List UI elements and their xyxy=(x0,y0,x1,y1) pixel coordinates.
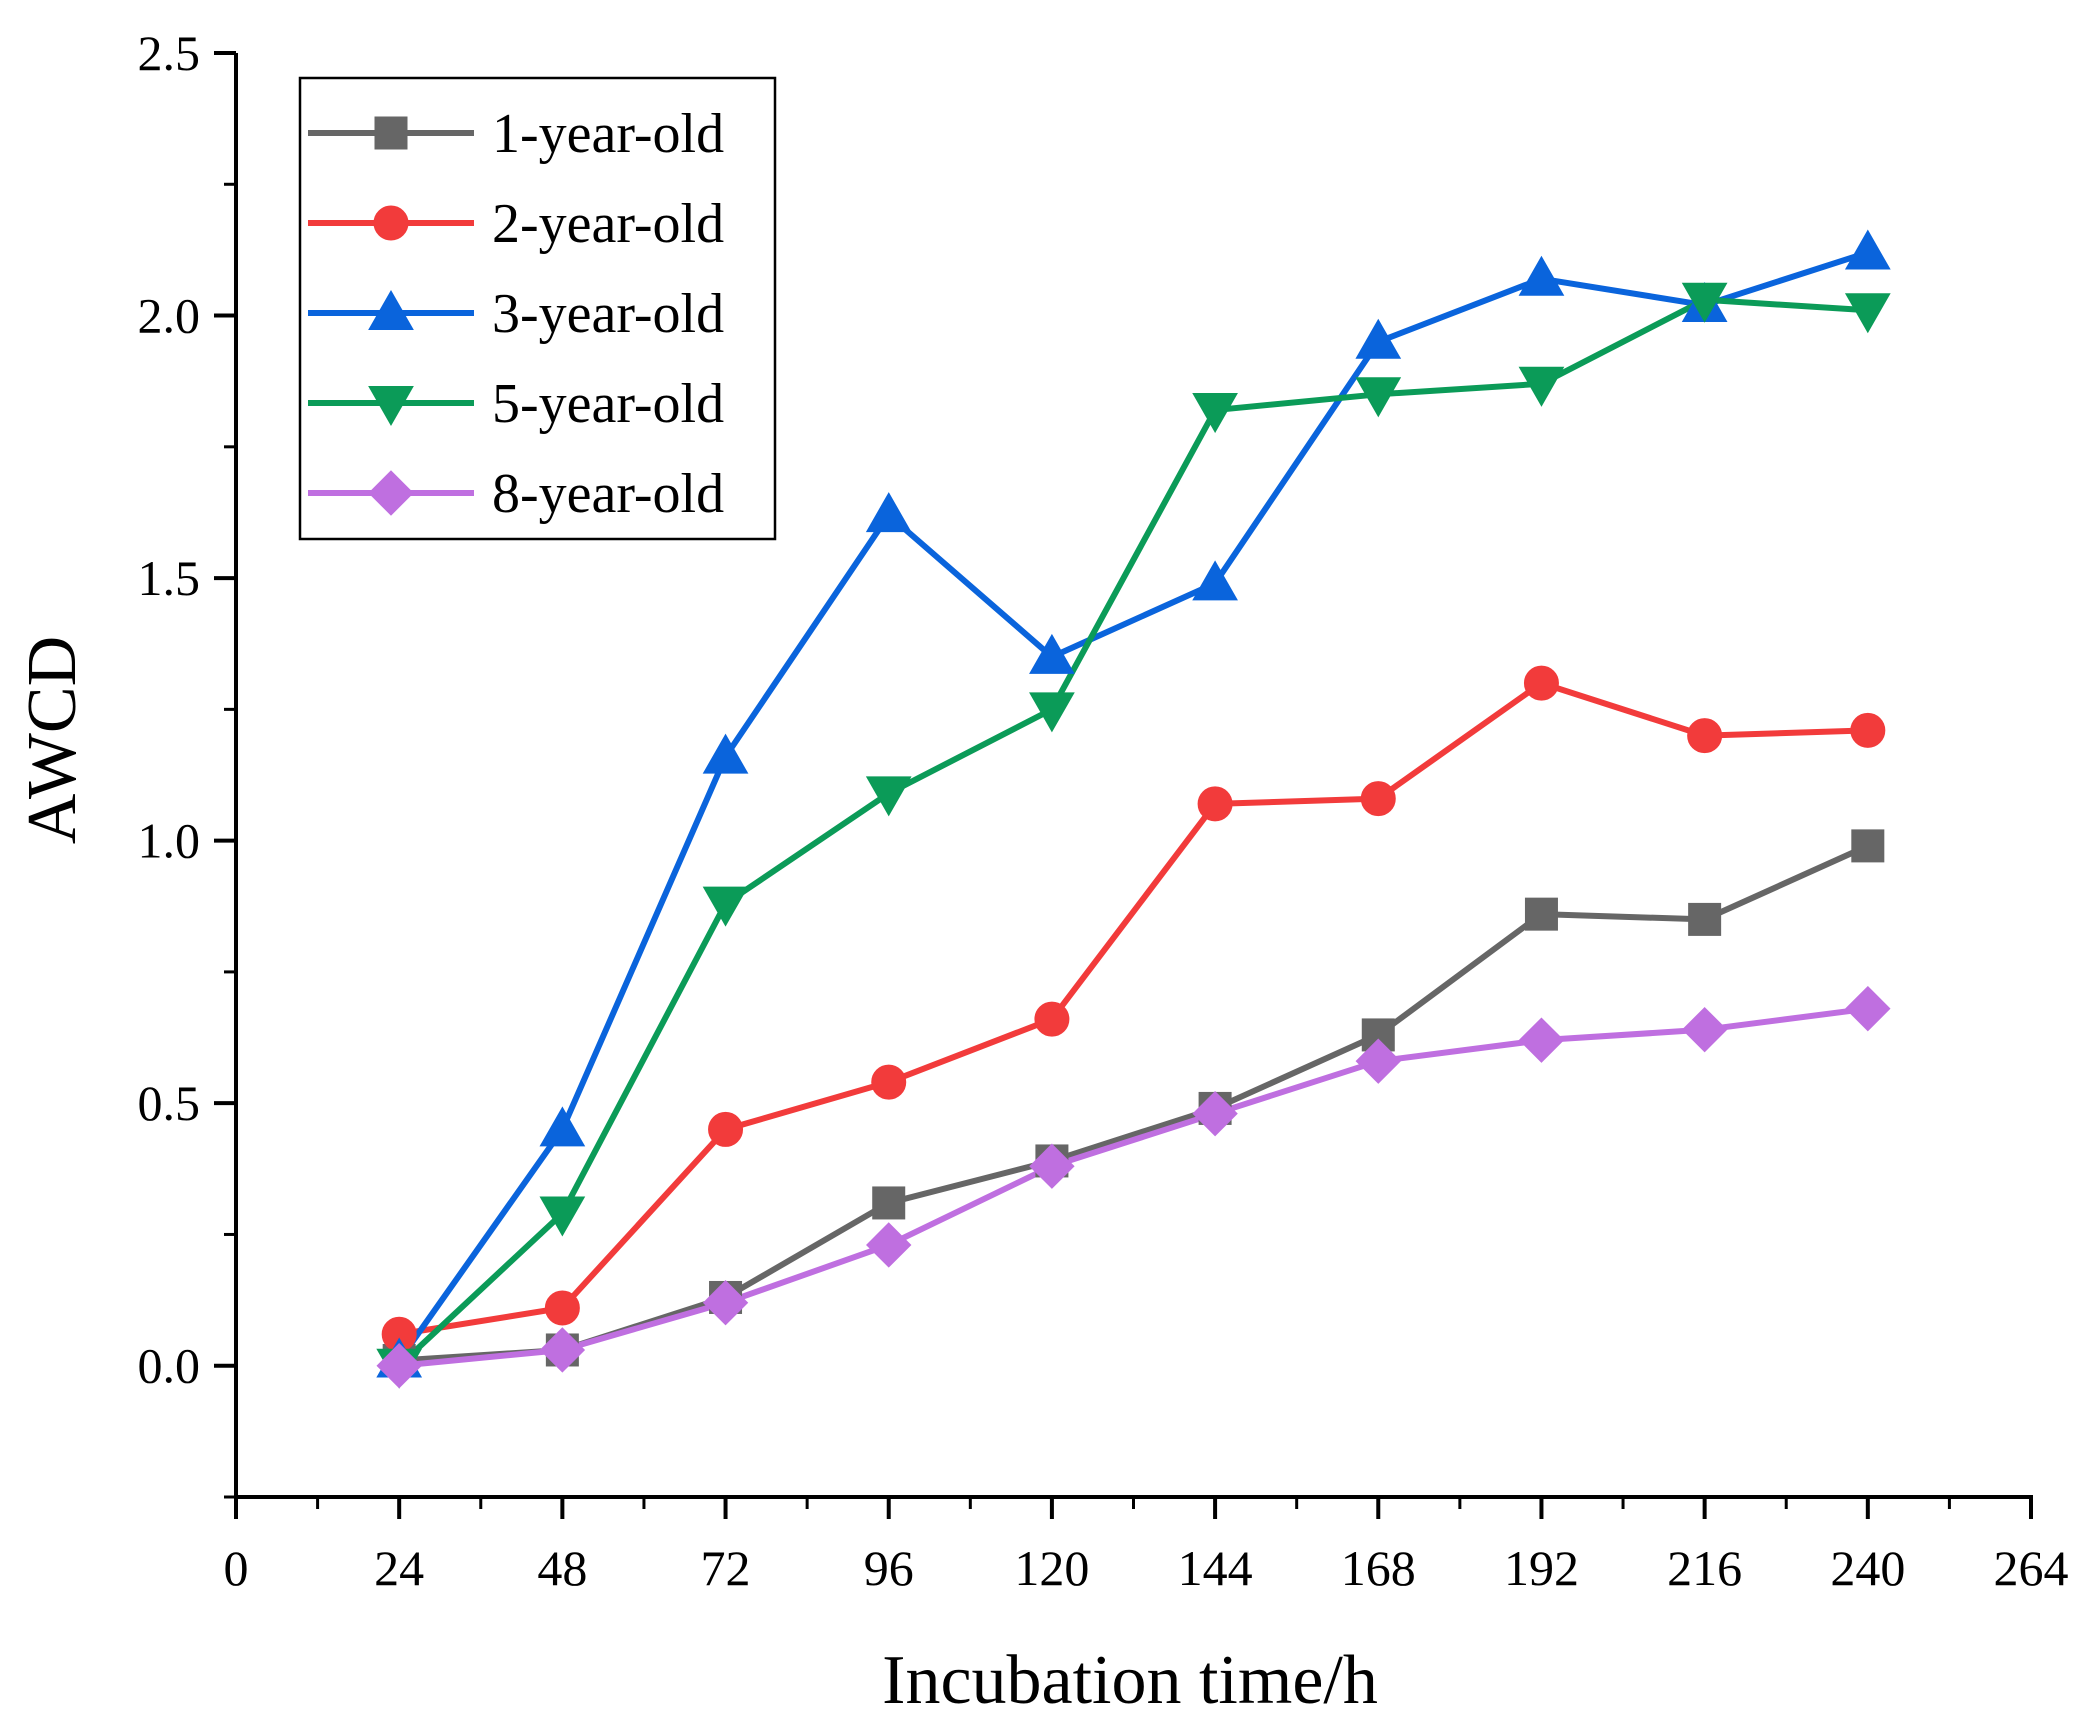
data-point-3-year-old xyxy=(865,492,912,533)
data-point-2-year-old xyxy=(1360,781,1396,817)
legend-items: 1-year-old 2-year-old 3-year-old 5-year-old… xyxy=(308,103,724,525)
y-axis-ticks: 0.0 0.5 1.0 1.5 2.0 2.5 xyxy=(138,25,236,1499)
legend-item-1-year-old: 1-year-old xyxy=(308,103,724,165)
legend-marker-3-year-old xyxy=(368,289,414,330)
legend-item-3-year-old: 3-year-old xyxy=(308,283,724,345)
x-tick-label: 24 xyxy=(374,1540,424,1596)
x-tick-label: 0 xyxy=(224,1540,249,1596)
y-tick-label: 1.5 xyxy=(138,550,201,606)
data-point-8-year-old xyxy=(866,1222,912,1268)
legend-marker-5-year-old xyxy=(368,386,414,427)
legend-box xyxy=(298,76,777,541)
series-lines xyxy=(396,249,1870,1369)
x-tick-label: 240 xyxy=(1830,1540,1905,1596)
data-point-2-year-old xyxy=(871,1064,907,1100)
x-tick-label: 168 xyxy=(1341,1540,1416,1596)
data-point-1-year-old xyxy=(1851,829,1885,863)
data-point-1-year-old xyxy=(872,1186,906,1220)
data-point-5-year-old xyxy=(1029,692,1075,733)
legend-item-8-year-old: 8-year-old xyxy=(308,463,724,525)
data-point-3-year-old xyxy=(1518,255,1565,296)
legend-marker-1-year-old xyxy=(374,116,408,150)
legend-label-5-year-old: 5-year-old xyxy=(492,373,724,435)
legend-label-1-year-old: 1-year-old xyxy=(492,103,724,165)
data-point-2-year-old xyxy=(544,1290,580,1326)
data-point-8-year-old xyxy=(1192,1090,1238,1137)
data-point-3-year-old xyxy=(1355,318,1402,359)
legend-label-8-year-old: 8-year-old xyxy=(492,463,724,525)
x-tick-label: 144 xyxy=(1178,1540,1253,1596)
data-point-2-year-old xyxy=(708,1111,744,1147)
x-tick-label: 72 xyxy=(701,1540,751,1596)
y-axis-title: AWCD xyxy=(14,636,91,844)
x-axis-title: Incubation time/h xyxy=(882,1642,1378,1719)
x-tick-label: 264 xyxy=(1994,1540,2069,1596)
data-point-5-year-old xyxy=(1355,377,1402,418)
data-point-5-year-old xyxy=(1192,393,1238,434)
x-tick-label: 216 xyxy=(1667,1540,1742,1596)
legend-label-2-year-old: 2-year-old xyxy=(492,193,724,255)
data-point-2-year-old xyxy=(1197,786,1233,822)
legend-item-5-year-old: 5-year-old xyxy=(308,373,724,435)
y-tick-label: 2.5 xyxy=(138,25,201,81)
legend-item-2-year-old: 2-year-old xyxy=(308,193,724,255)
x-tick-label: 192 xyxy=(1504,1540,1579,1596)
data-point-1-year-old xyxy=(1524,897,1558,931)
series-line-2-year-old xyxy=(398,680,1868,1338)
data-point-5-year-old xyxy=(702,886,749,927)
legend-marker-8-year-old xyxy=(368,470,414,516)
data-point-5-year-old xyxy=(865,776,912,817)
x-tick-label: 48 xyxy=(537,1540,587,1596)
y-tick-label: 0.5 xyxy=(138,1075,201,1131)
y-tick-label: 2.0 xyxy=(138,288,201,344)
data-point-2-year-old xyxy=(1687,718,1723,754)
data-point-5-year-old xyxy=(1681,282,1728,323)
data-point-2-year-old xyxy=(1523,665,1559,701)
data-point-8-year-old xyxy=(539,1327,586,1373)
data-point-8-year-old xyxy=(1845,985,1891,1032)
data-point-3-year-old xyxy=(702,733,749,774)
data-point-5-year-old xyxy=(1844,293,1891,334)
data-point-2-year-old xyxy=(1850,712,1886,748)
data-point-3-year-old xyxy=(1192,560,1238,601)
series-line-5-year-old xyxy=(397,296,1869,1368)
x-tick-label: 96 xyxy=(864,1540,914,1596)
legend-marker-2-year-old xyxy=(373,205,409,241)
y-tick-label: 0.0 xyxy=(138,1338,201,1394)
x-axis-ticks: 0 24 48 72 96 120 144 168 192 216 240 264 xyxy=(224,1497,2069,1596)
data-point-3-year-old xyxy=(539,1106,586,1147)
x-tick-label: 120 xyxy=(1014,1540,1089,1596)
data-point-1-year-old xyxy=(1688,902,1722,936)
data-point-5-year-old xyxy=(1518,366,1565,407)
data-point-8-year-old xyxy=(1518,1017,1565,1063)
y-tick-label: 1.0 xyxy=(138,813,201,869)
data-point-8-year-old xyxy=(1681,1006,1728,1053)
series-line-8-year-old xyxy=(398,1005,1869,1369)
data-point-8-year-old xyxy=(376,1343,422,1389)
series-line-3-year-old xyxy=(396,249,1869,1363)
legend-label-3-year-old: 3-year-old xyxy=(492,283,724,345)
series-markers xyxy=(376,229,1891,1389)
data-point-5-year-old xyxy=(539,1196,586,1237)
data-point-8-year-old xyxy=(702,1280,749,1326)
legend: 1-year-old 2-year-old 3-year-old 5-year-old… xyxy=(298,76,777,541)
data-point-8-year-old xyxy=(1355,1038,1401,1084)
data-point-8-year-old xyxy=(1029,1143,1075,1189)
data-point-2-year-old xyxy=(1034,1001,1070,1037)
data-point-3-year-old xyxy=(1029,633,1075,674)
data-point-3-year-old xyxy=(1844,229,1891,270)
